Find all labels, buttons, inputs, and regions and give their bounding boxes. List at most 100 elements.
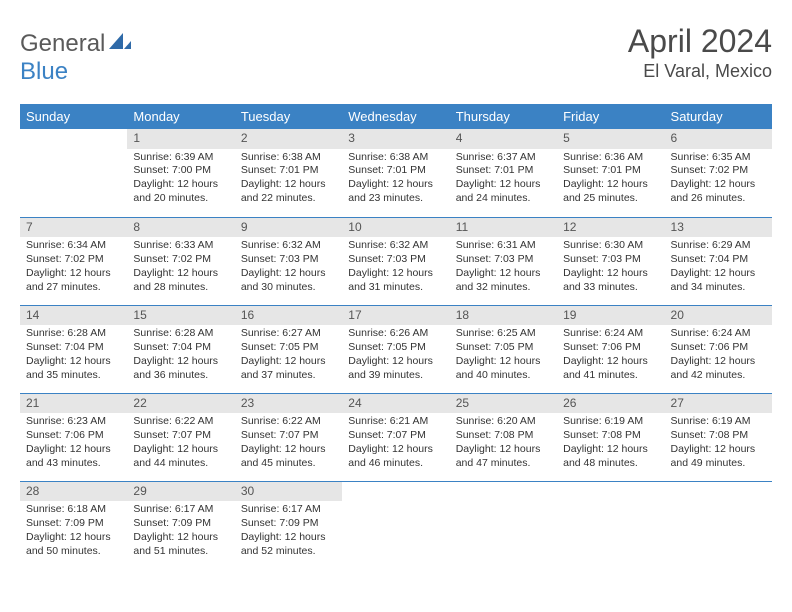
day-content: Sunrise: 6:17 AMSunset: 7:09 PMDaylight:… [235, 501, 342, 562]
day-content: Sunrise: 6:29 AMSunset: 7:04 PMDaylight:… [665, 237, 772, 298]
day-content: Sunrise: 6:33 AMSunset: 7:02 PMDaylight:… [127, 237, 234, 298]
calendar-cell: 15Sunrise: 6:28 AMSunset: 7:04 PMDayligh… [127, 305, 234, 393]
calendar-cell: 18Sunrise: 6:25 AMSunset: 7:05 PMDayligh… [450, 305, 557, 393]
daylight-line: Daylight: 12 hours and 28 minutes. [133, 267, 228, 295]
sunset-line: Sunset: 7:06 PM [671, 341, 766, 355]
day-number: 2 [235, 129, 342, 149]
calendar-cell [20, 129, 127, 217]
calendar-cell: 6Sunrise: 6:35 AMSunset: 7:02 PMDaylight… [665, 129, 772, 217]
calendar-row: 14Sunrise: 6:28 AMSunset: 7:04 PMDayligh… [20, 305, 772, 393]
day-content: Sunrise: 6:35 AMSunset: 7:02 PMDaylight:… [665, 149, 772, 210]
day-content: Sunrise: 6:36 AMSunset: 7:01 PMDaylight:… [557, 149, 664, 210]
day-content: Sunrise: 6:19 AMSunset: 7:08 PMDaylight:… [557, 413, 664, 474]
calendar-cell: 13Sunrise: 6:29 AMSunset: 7:04 PMDayligh… [665, 217, 772, 305]
day-header: Wednesday [342, 104, 449, 129]
daylight-line: Daylight: 12 hours and 24 minutes. [456, 178, 551, 206]
day-content: Sunrise: 6:39 AMSunset: 7:00 PMDaylight:… [127, 149, 234, 210]
daylight-line: Daylight: 12 hours and 34 minutes. [671, 267, 766, 295]
sunrise-line: Sunrise: 6:22 AM [133, 415, 228, 429]
title-block: April 2024 El Varal, Mexico [628, 24, 772, 82]
sunset-line: Sunset: 7:04 PM [26, 341, 121, 355]
sunset-line: Sunset: 7:01 PM [563, 164, 658, 178]
calendar-cell [557, 481, 664, 569]
day-content: Sunrise: 6:37 AMSunset: 7:01 PMDaylight:… [450, 149, 557, 210]
header: GeneralBlue April 2024 El Varal, Mexico [20, 24, 772, 86]
day-number: 25 [450, 394, 557, 414]
day-content: Sunrise: 6:20 AMSunset: 7:08 PMDaylight:… [450, 413, 557, 474]
daylight-line: Daylight: 12 hours and 41 minutes. [563, 355, 658, 383]
day-number: 11 [450, 218, 557, 238]
calendar-cell: 2Sunrise: 6:38 AMSunset: 7:01 PMDaylight… [235, 129, 342, 217]
daylight-line: Daylight: 12 hours and 30 minutes. [241, 267, 336, 295]
daylight-line: Daylight: 12 hours and 33 minutes. [563, 267, 658, 295]
day-number: 14 [20, 306, 127, 326]
sunrise-line: Sunrise: 6:19 AM [671, 415, 766, 429]
sunset-line: Sunset: 7:08 PM [671, 429, 766, 443]
day-header: Tuesday [235, 104, 342, 129]
sunrise-line: Sunrise: 6:33 AM [133, 239, 228, 253]
calendar-cell: 14Sunrise: 6:28 AMSunset: 7:04 PMDayligh… [20, 305, 127, 393]
day-content: Sunrise: 6:38 AMSunset: 7:01 PMDaylight:… [235, 149, 342, 210]
sunset-line: Sunset: 7:08 PM [563, 429, 658, 443]
day-content: Sunrise: 6:32 AMSunset: 7:03 PMDaylight:… [235, 237, 342, 298]
day-content: Sunrise: 6:17 AMSunset: 7:09 PMDaylight:… [127, 501, 234, 562]
daylight-line: Daylight: 12 hours and 50 minutes. [26, 531, 121, 559]
day-content: Sunrise: 6:30 AMSunset: 7:03 PMDaylight:… [557, 237, 664, 298]
sunrise-line: Sunrise: 6:17 AM [133, 503, 228, 517]
sunset-line: Sunset: 7:03 PM [348, 253, 443, 267]
sunrise-line: Sunrise: 6:19 AM [563, 415, 658, 429]
day-number: 12 [557, 218, 664, 238]
day-header: Sunday [20, 104, 127, 129]
calendar-cell [450, 481, 557, 569]
sunset-line: Sunset: 7:06 PM [563, 341, 658, 355]
sunrise-line: Sunrise: 6:23 AM [26, 415, 121, 429]
day-header: Saturday [665, 104, 772, 129]
calendar-cell: 23Sunrise: 6:22 AMSunset: 7:07 PMDayligh… [235, 393, 342, 481]
sunset-line: Sunset: 7:03 PM [563, 253, 658, 267]
day-number: 28 [20, 482, 127, 502]
sunset-line: Sunset: 7:07 PM [348, 429, 443, 443]
day-number: 30 [235, 482, 342, 502]
daylight-line: Daylight: 12 hours and 25 minutes. [563, 178, 658, 206]
calendar-cell: 10Sunrise: 6:32 AMSunset: 7:03 PMDayligh… [342, 217, 449, 305]
daylight-line: Daylight: 12 hours and 40 minutes. [456, 355, 551, 383]
sunset-line: Sunset: 7:02 PM [26, 253, 121, 267]
day-header: Thursday [450, 104, 557, 129]
day-content: Sunrise: 6:38 AMSunset: 7:01 PMDaylight:… [342, 149, 449, 210]
day-content: Sunrise: 6:32 AMSunset: 7:03 PMDaylight:… [342, 237, 449, 298]
day-content: Sunrise: 6:31 AMSunset: 7:03 PMDaylight:… [450, 237, 557, 298]
sunrise-line: Sunrise: 6:18 AM [26, 503, 121, 517]
sunset-line: Sunset: 7:08 PM [456, 429, 551, 443]
sunset-line: Sunset: 7:05 PM [348, 341, 443, 355]
day-number: 26 [557, 394, 664, 414]
brand-part2: Blue [20, 58, 68, 85]
sunrise-line: Sunrise: 6:37 AM [456, 151, 551, 165]
sunset-line: Sunset: 7:04 PM [133, 341, 228, 355]
day-number: 9 [235, 218, 342, 238]
daylight-line: Daylight: 12 hours and 43 minutes. [26, 443, 121, 471]
day-content: Sunrise: 6:22 AMSunset: 7:07 PMDaylight:… [235, 413, 342, 474]
day-number: 15 [127, 306, 234, 326]
day-content: Sunrise: 6:22 AMSunset: 7:07 PMDaylight:… [127, 413, 234, 474]
sunset-line: Sunset: 7:07 PM [241, 429, 336, 443]
day-number: 3 [342, 129, 449, 149]
daylight-line: Daylight: 12 hours and 44 minutes. [133, 443, 228, 471]
sunrise-line: Sunrise: 6:26 AM [348, 327, 443, 341]
day-content: Sunrise: 6:34 AMSunset: 7:02 PMDaylight:… [20, 237, 127, 298]
sunrise-line: Sunrise: 6:22 AM [241, 415, 336, 429]
sunrise-line: Sunrise: 6:17 AM [241, 503, 336, 517]
day-number: 7 [20, 218, 127, 238]
calendar-row: 28Sunrise: 6:18 AMSunset: 7:09 PMDayligh… [20, 481, 772, 569]
daylight-line: Daylight: 12 hours and 39 minutes. [348, 355, 443, 383]
day-content: Sunrise: 6:19 AMSunset: 7:08 PMDaylight:… [665, 413, 772, 474]
day-number: 6 [665, 129, 772, 149]
daylight-line: Daylight: 12 hours and 45 minutes. [241, 443, 336, 471]
sunset-line: Sunset: 7:04 PM [671, 253, 766, 267]
daylight-line: Daylight: 12 hours and 26 minutes. [671, 178, 766, 206]
sunrise-line: Sunrise: 6:21 AM [348, 415, 443, 429]
month-title: April 2024 [628, 24, 772, 59]
calendar-table: SundayMondayTuesdayWednesdayThursdayFrid… [20, 104, 772, 569]
calendar-cell: 20Sunrise: 6:24 AMSunset: 7:06 PMDayligh… [665, 305, 772, 393]
calendar-cell: 27Sunrise: 6:19 AMSunset: 7:08 PMDayligh… [665, 393, 772, 481]
daylight-line: Daylight: 12 hours and 52 minutes. [241, 531, 336, 559]
